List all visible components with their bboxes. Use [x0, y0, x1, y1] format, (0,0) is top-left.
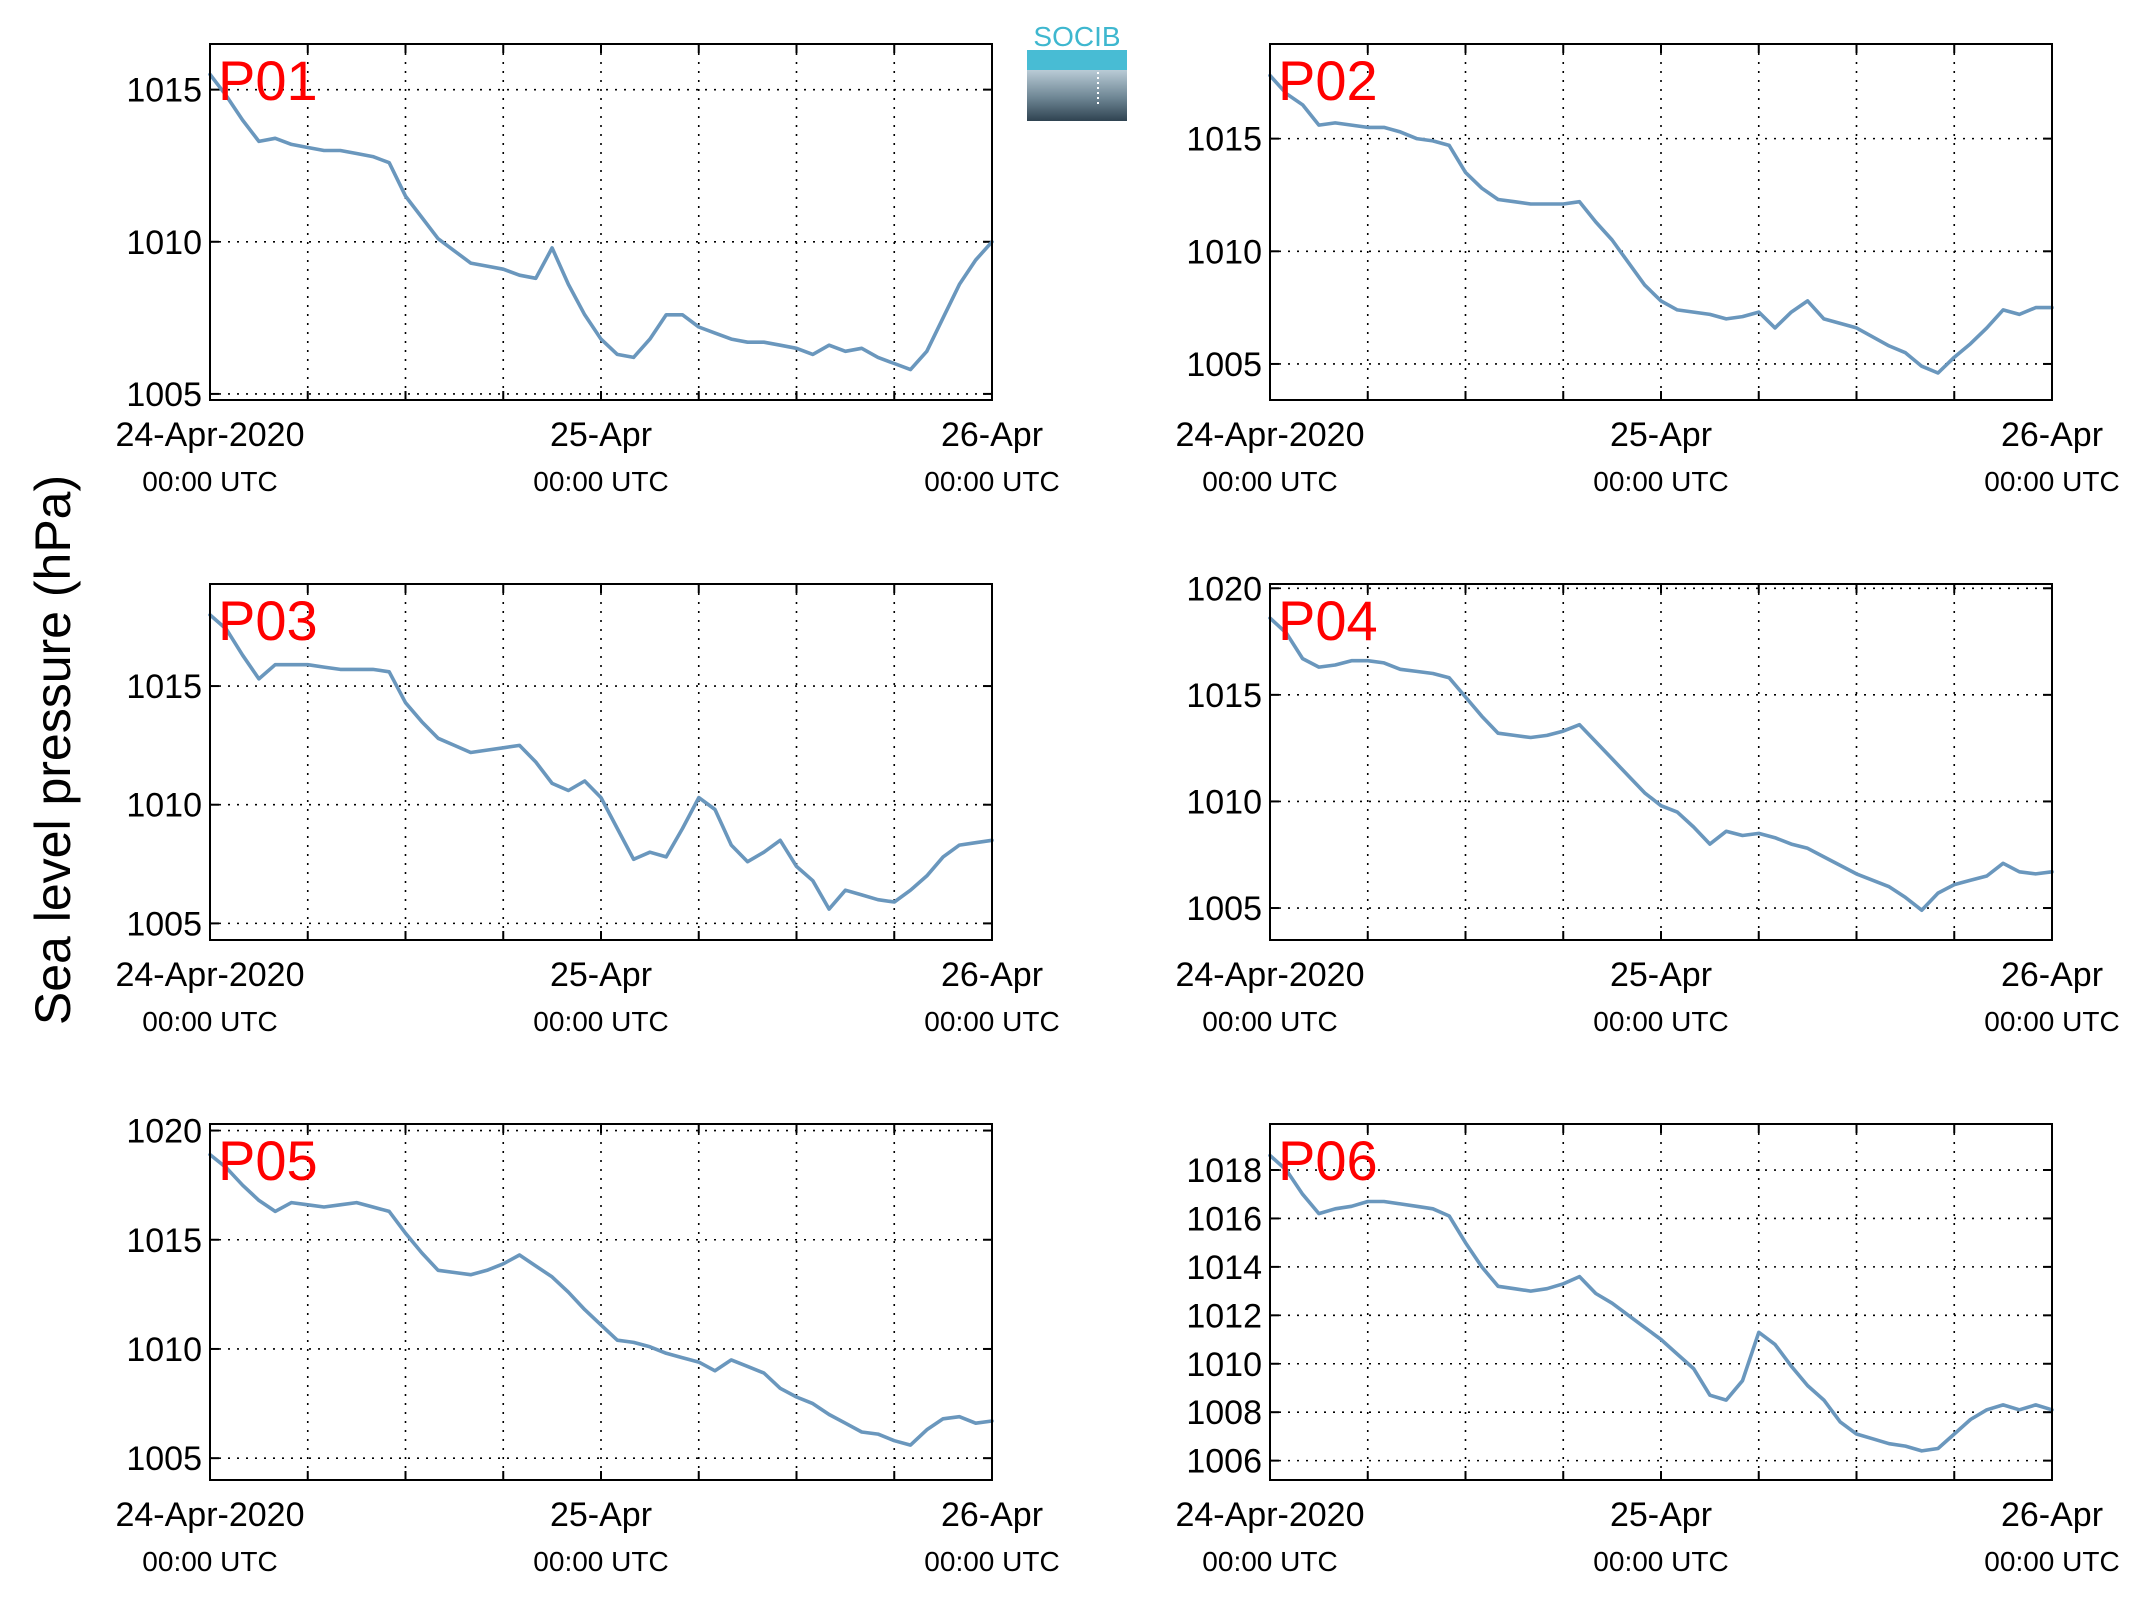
axes-frame	[209, 43, 993, 401]
panel-label: P04	[1278, 589, 1378, 652]
socib-logo-block	[1027, 70, 1127, 121]
panel-p04: 1005 1010 1015 1020 24-Apr-2020 00:00 UTC 25-A…	[1175, 570, 2119, 1037]
series-line-p05	[208, 1152, 994, 1447]
xtick-time-label: 00:00 UTC	[142, 1006, 277, 1037]
xtick-time-label: 00:00 UTC	[533, 466, 668, 497]
ytick-label: 1015	[126, 668, 202, 706]
xtick-date-label: 26-Apr	[941, 956, 1043, 994]
series-line-p03	[208, 613, 994, 911]
ytick-label: 1014	[1186, 1249, 1262, 1287]
panel-label: P05	[218, 1129, 318, 1192]
xtick-date-label: 26-Apr	[941, 416, 1043, 454]
ytick-label: 1018	[1186, 1152, 1262, 1190]
panel-p05: 1005 1010 1015 1020 24-Apr-2020 00:00 UTC 25-A…	[115, 1113, 1059, 1577]
axes-frame	[1269, 1123, 2053, 1481]
xtick-date-label: 24-Apr-2020	[1175, 956, 1364, 994]
axes-frame	[1269, 583, 2053, 941]
axes-frame	[209, 1123, 993, 1481]
panel-label: P06	[1278, 1129, 1378, 1192]
ytick-label: 1010	[1186, 783, 1262, 821]
ytick-label: 1010	[126, 1331, 202, 1369]
ytick-label: 1020	[126, 1113, 202, 1151]
xtick-date-label: 25-Apr	[550, 416, 652, 454]
figure-ylabel: Sea level pressure (hPa)	[25, 475, 81, 1025]
panel-p02: 1005 1010 1015 24-Apr-2020 00:00 UTC 25-Apr 00…	[1175, 43, 2120, 497]
xtick-date-label: 24-Apr-2020	[115, 416, 304, 454]
ytick-label: 1010	[126, 787, 202, 825]
xtick-date-label: 26-Apr	[941, 1496, 1043, 1534]
ytick-label: 1015	[1186, 677, 1262, 715]
axes-frame	[1269, 43, 2053, 401]
ytick-label: 1015	[1186, 121, 1262, 159]
xtick-time-label: 00:00 UTC	[1593, 1006, 1728, 1037]
ytick-label: 1008	[1186, 1394, 1262, 1432]
xtick-time-label: 00:00 UTC	[533, 1006, 668, 1037]
xtick-time-label: 00:00 UTC	[533, 1546, 668, 1577]
xtick-date-label: 26-Apr	[2001, 416, 2103, 454]
xtick-time-label: 00:00 UTC	[1984, 466, 2119, 497]
ytick-label: 1010	[1186, 233, 1262, 271]
ytick-label: 1005	[126, 1440, 202, 1478]
xtick-time-label: 00:00 UTC	[1202, 1006, 1337, 1037]
ytick-label: 1015	[126, 1222, 202, 1260]
xtick-time-label: 00:00 UTC	[142, 1546, 277, 1577]
panel-label: P01	[218, 49, 318, 112]
series-line-p04	[1268, 616, 2054, 913]
xtick-date-label: 25-Apr	[1610, 956, 1712, 994]
ytick-label: 1012	[1186, 1297, 1262, 1335]
ytick-label: 1005	[126, 905, 202, 943]
xtick-date-label: 24-Apr-2020	[1175, 1496, 1364, 1534]
series-line-p01	[208, 72, 994, 372]
xtick-time-label: 00:00 UTC	[924, 1546, 1059, 1577]
xtick-date-label: 26-Apr	[2001, 1496, 2103, 1534]
ytick-label: 1005	[126, 376, 202, 414]
xtick-date-label: 24-Apr-2020	[115, 956, 304, 994]
panels-group: 1005 1010 1015 24-Apr-2020 00:00 UTC 25-Apr 00…	[115, 43, 2120, 1577]
ytick-label: 1016	[1186, 1200, 1262, 1238]
socib-logo-wave	[1027, 50, 1127, 70]
xtick-time-label: 00:00 UTC	[924, 1006, 1059, 1037]
panel-p06: 1006 1008 1010 1012 1014 1016 1018 24-Apr-2020 0…	[1175, 1123, 2120, 1577]
panel-label: P02	[1278, 49, 1378, 112]
xtick-date-label: 25-Apr	[550, 956, 652, 994]
ytick-label: 1020	[1186, 570, 1262, 608]
ytick-label: 1006	[1186, 1443, 1262, 1481]
ytick-label: 1010	[126, 224, 202, 262]
xtick-date-label: 25-Apr	[1610, 1496, 1712, 1534]
axes-frame	[209, 583, 993, 941]
ytick-label: 1005	[1186, 890, 1262, 928]
series-line-p06	[1268, 1153, 2054, 1453]
ytick-label: 1010	[1186, 1346, 1262, 1384]
xtick-date-label: 24-Apr-2020	[115, 1496, 304, 1534]
xtick-time-label: 00:00 UTC	[1202, 466, 1337, 497]
xtick-time-label: 00:00 UTC	[1593, 1546, 1728, 1577]
ytick-label: 1005	[1186, 346, 1262, 384]
socib-logo: SOCIB	[1027, 21, 1127, 121]
xtick-date-label: 24-Apr-2020	[1175, 416, 1364, 454]
series-line-p02	[1268, 73, 2054, 375]
xtick-date-label: 26-Apr	[2001, 956, 2103, 994]
xtick-date-label: 25-Apr	[1610, 416, 1712, 454]
panel-p01: 1005 1010 1015 24-Apr-2020 00:00 UTC 25-Apr 00…	[115, 43, 1060, 497]
panel-label: P03	[218, 589, 318, 652]
xtick-time-label: 00:00 UTC	[142, 466, 277, 497]
xtick-time-label: 00:00 UTC	[1593, 466, 1728, 497]
xtick-time-label: 00:00 UTC	[1984, 1006, 2119, 1037]
xtick-time-label: 00:00 UTC	[1202, 1546, 1337, 1577]
xtick-date-label: 25-Apr	[550, 1496, 652, 1534]
panel-p03: 1005 1010 1015 24-Apr-2020 00:00 UTC 25-Apr 00…	[115, 583, 1060, 1037]
ytick-label: 1015	[126, 72, 202, 110]
socib-logo-text: SOCIB	[1033, 21, 1120, 52]
xtick-time-label: 00:00 UTC	[1984, 1546, 2119, 1577]
xtick-time-label: 00:00 UTC	[924, 466, 1059, 497]
